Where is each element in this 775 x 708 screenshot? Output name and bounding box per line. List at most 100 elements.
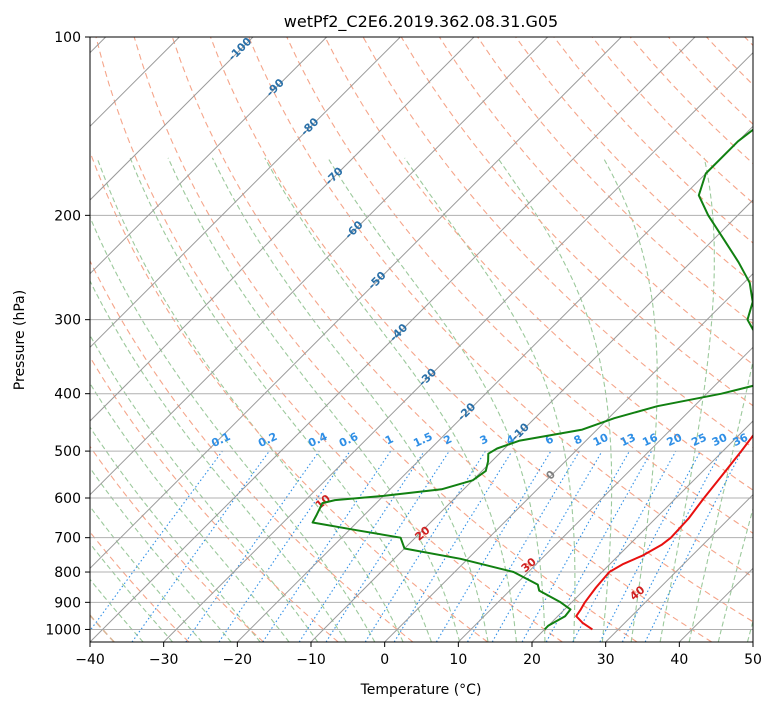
moist-adiabat-line — [90, 542, 173, 642]
moist-adiabat-line — [659, 157, 715, 642]
mixing-ratio-line — [218, 450, 351, 642]
sounding-series — [311, 128, 753, 631]
isotherm-label: -100 — [226, 35, 255, 64]
mixing-ratio-label: 13 — [618, 431, 637, 449]
dry-adiabat-line — [248, 37, 753, 578]
dry-adiabat-line — [667, 37, 753, 125]
isotherm-line — [90, 37, 401, 349]
isotherm-line — [457, 346, 753, 642]
isotherm-line — [90, 37, 475, 422]
moist-adiabat-line — [497, 157, 613, 642]
mixing-ratio-label: 16 — [640, 431, 660, 449]
mixing-ratio-line — [599, 450, 701, 642]
dry-adiabat-line — [209, 37, 753, 623]
isobar-gridlines — [90, 37, 753, 630]
mixing-ratio-label: 2 — [442, 432, 454, 447]
dry-adiabat-line — [286, 37, 753, 534]
y-tick-label: 500 — [54, 444, 81, 460]
dry-adiabat-line — [171, 37, 712, 642]
dry-adiabat-line — [90, 356, 339, 642]
mixing-ratio-label: 10 — [591, 431, 611, 449]
y-tick-label: 300 — [54, 313, 81, 329]
dry-adiabat-line — [90, 259, 414, 642]
dry-adiabat-line — [591, 37, 753, 204]
x-tick-label: −10 — [296, 652, 326, 668]
isotherm-label: 0 — [543, 468, 558, 483]
isotherm-label: -30 — [416, 366, 439, 389]
dry-adiabat-line — [133, 37, 638, 642]
mixing-ratio-line — [393, 450, 513, 642]
moist-adiabat-line — [688, 358, 753, 642]
dry-adiabat-label: 20 — [412, 523, 432, 543]
mixing-ratio-label: 1 — [383, 432, 395, 447]
moist-adiabat-line — [167, 157, 461, 642]
x-tick-label: 0 — [380, 652, 389, 668]
y-tick-label: 900 — [54, 595, 81, 611]
isotherm-line — [384, 272, 753, 642]
moist-adiabat-line — [264, 157, 518, 642]
x-tick-label: −20 — [223, 652, 253, 668]
moist-adiabat-line — [327, 157, 546, 642]
moist-adiabat-line — [90, 466, 232, 642]
x-tick-label: −30 — [149, 652, 179, 668]
isotherm-line — [605, 493, 753, 642]
dry-adiabat-line — [90, 445, 264, 642]
mixing-ratio-line — [545, 450, 653, 642]
moist-adiabat-line — [90, 382, 290, 642]
plot-frame — [89, 36, 754, 643]
isotherm-line — [90, 37, 549, 496]
isotherm-line — [90, 37, 622, 570]
mixing-ratio-label: 1.5 — [411, 430, 434, 450]
mixing-ratio-line — [435, 450, 552, 642]
x-tick-label: 10 — [449, 652, 467, 668]
mixing-ratio-line — [325, 450, 450, 642]
isotherm-line — [310, 199, 753, 642]
dry-adiabats — [90, 37, 753, 642]
mixing-ratio-lines — [90, 450, 743, 642]
moist-adiabat-line — [602, 157, 658, 642]
moist-adiabat-line — [90, 215, 376, 642]
dry-adiabat-line — [477, 37, 753, 325]
isotherm-gridlines — [90, 37, 753, 642]
mixing-ratio-line — [185, 450, 320, 642]
dry-adiabat-line — [90, 531, 190, 642]
isotherm-line — [678, 567, 753, 642]
y-tick-label: 400 — [54, 387, 81, 403]
x-tick-label: 50 — [744, 652, 762, 668]
plot-area: -100-90-80-70-60-50-40-30-20-1000.1 0.2 0.… — [90, 35, 753, 642]
mixing-ratio-label: 0.2 — [256, 430, 279, 450]
y-tick-label: 100 — [54, 30, 81, 46]
y-tick-label: 600 — [54, 491, 81, 507]
x-axis-label: Temperature (°C) — [360, 682, 482, 698]
mixing-ratio-line — [90, 450, 223, 632]
y-tick-label: 1000 — [45, 622, 81, 638]
chart-title: wetPf2_C2E6.2019.362.08.31.G05 — [284, 12, 558, 32]
moist-adiabat-line — [717, 506, 753, 642]
mixing-ratio-label: 0.4 — [306, 430, 329, 450]
y-tick-label: 200 — [54, 208, 81, 224]
isotherm-line — [90, 37, 254, 201]
y-tick-label: 700 — [54, 531, 81, 547]
dry-adiabat-label: 40 — [627, 583, 647, 603]
mixing-ratio-label: 8 — [572, 432, 584, 447]
mixing-ratio-label: 20 — [665, 431, 685, 449]
isotherm-line — [531, 420, 753, 642]
x-tick-label: 20 — [523, 652, 541, 668]
mixing-ratio-line — [644, 450, 743, 642]
isotherm-label: -60 — [342, 218, 365, 241]
mixing-ratio-label: 3 — [478, 432, 490, 447]
y-tick-label: 800 — [54, 565, 81, 581]
mixing-ratio-label: 30 — [710, 431, 730, 449]
isotherm-label: -80 — [298, 115, 321, 138]
mixing-ratio-line — [131, 450, 270, 642]
isotherm-line — [90, 37, 328, 275]
x-tick-label: 40 — [670, 652, 688, 668]
dry-adiabat-line — [515, 37, 753, 284]
dry-adiabat-line — [706, 37, 753, 86]
mixing-ratio-line — [298, 450, 425, 642]
mixing-ratio-line — [521, 450, 630, 642]
mixing-ratio-label: 0.6 — [337, 430, 360, 450]
mixing-ratio-line — [262, 450, 392, 642]
mixing-ratio-line — [572, 450, 677, 642]
